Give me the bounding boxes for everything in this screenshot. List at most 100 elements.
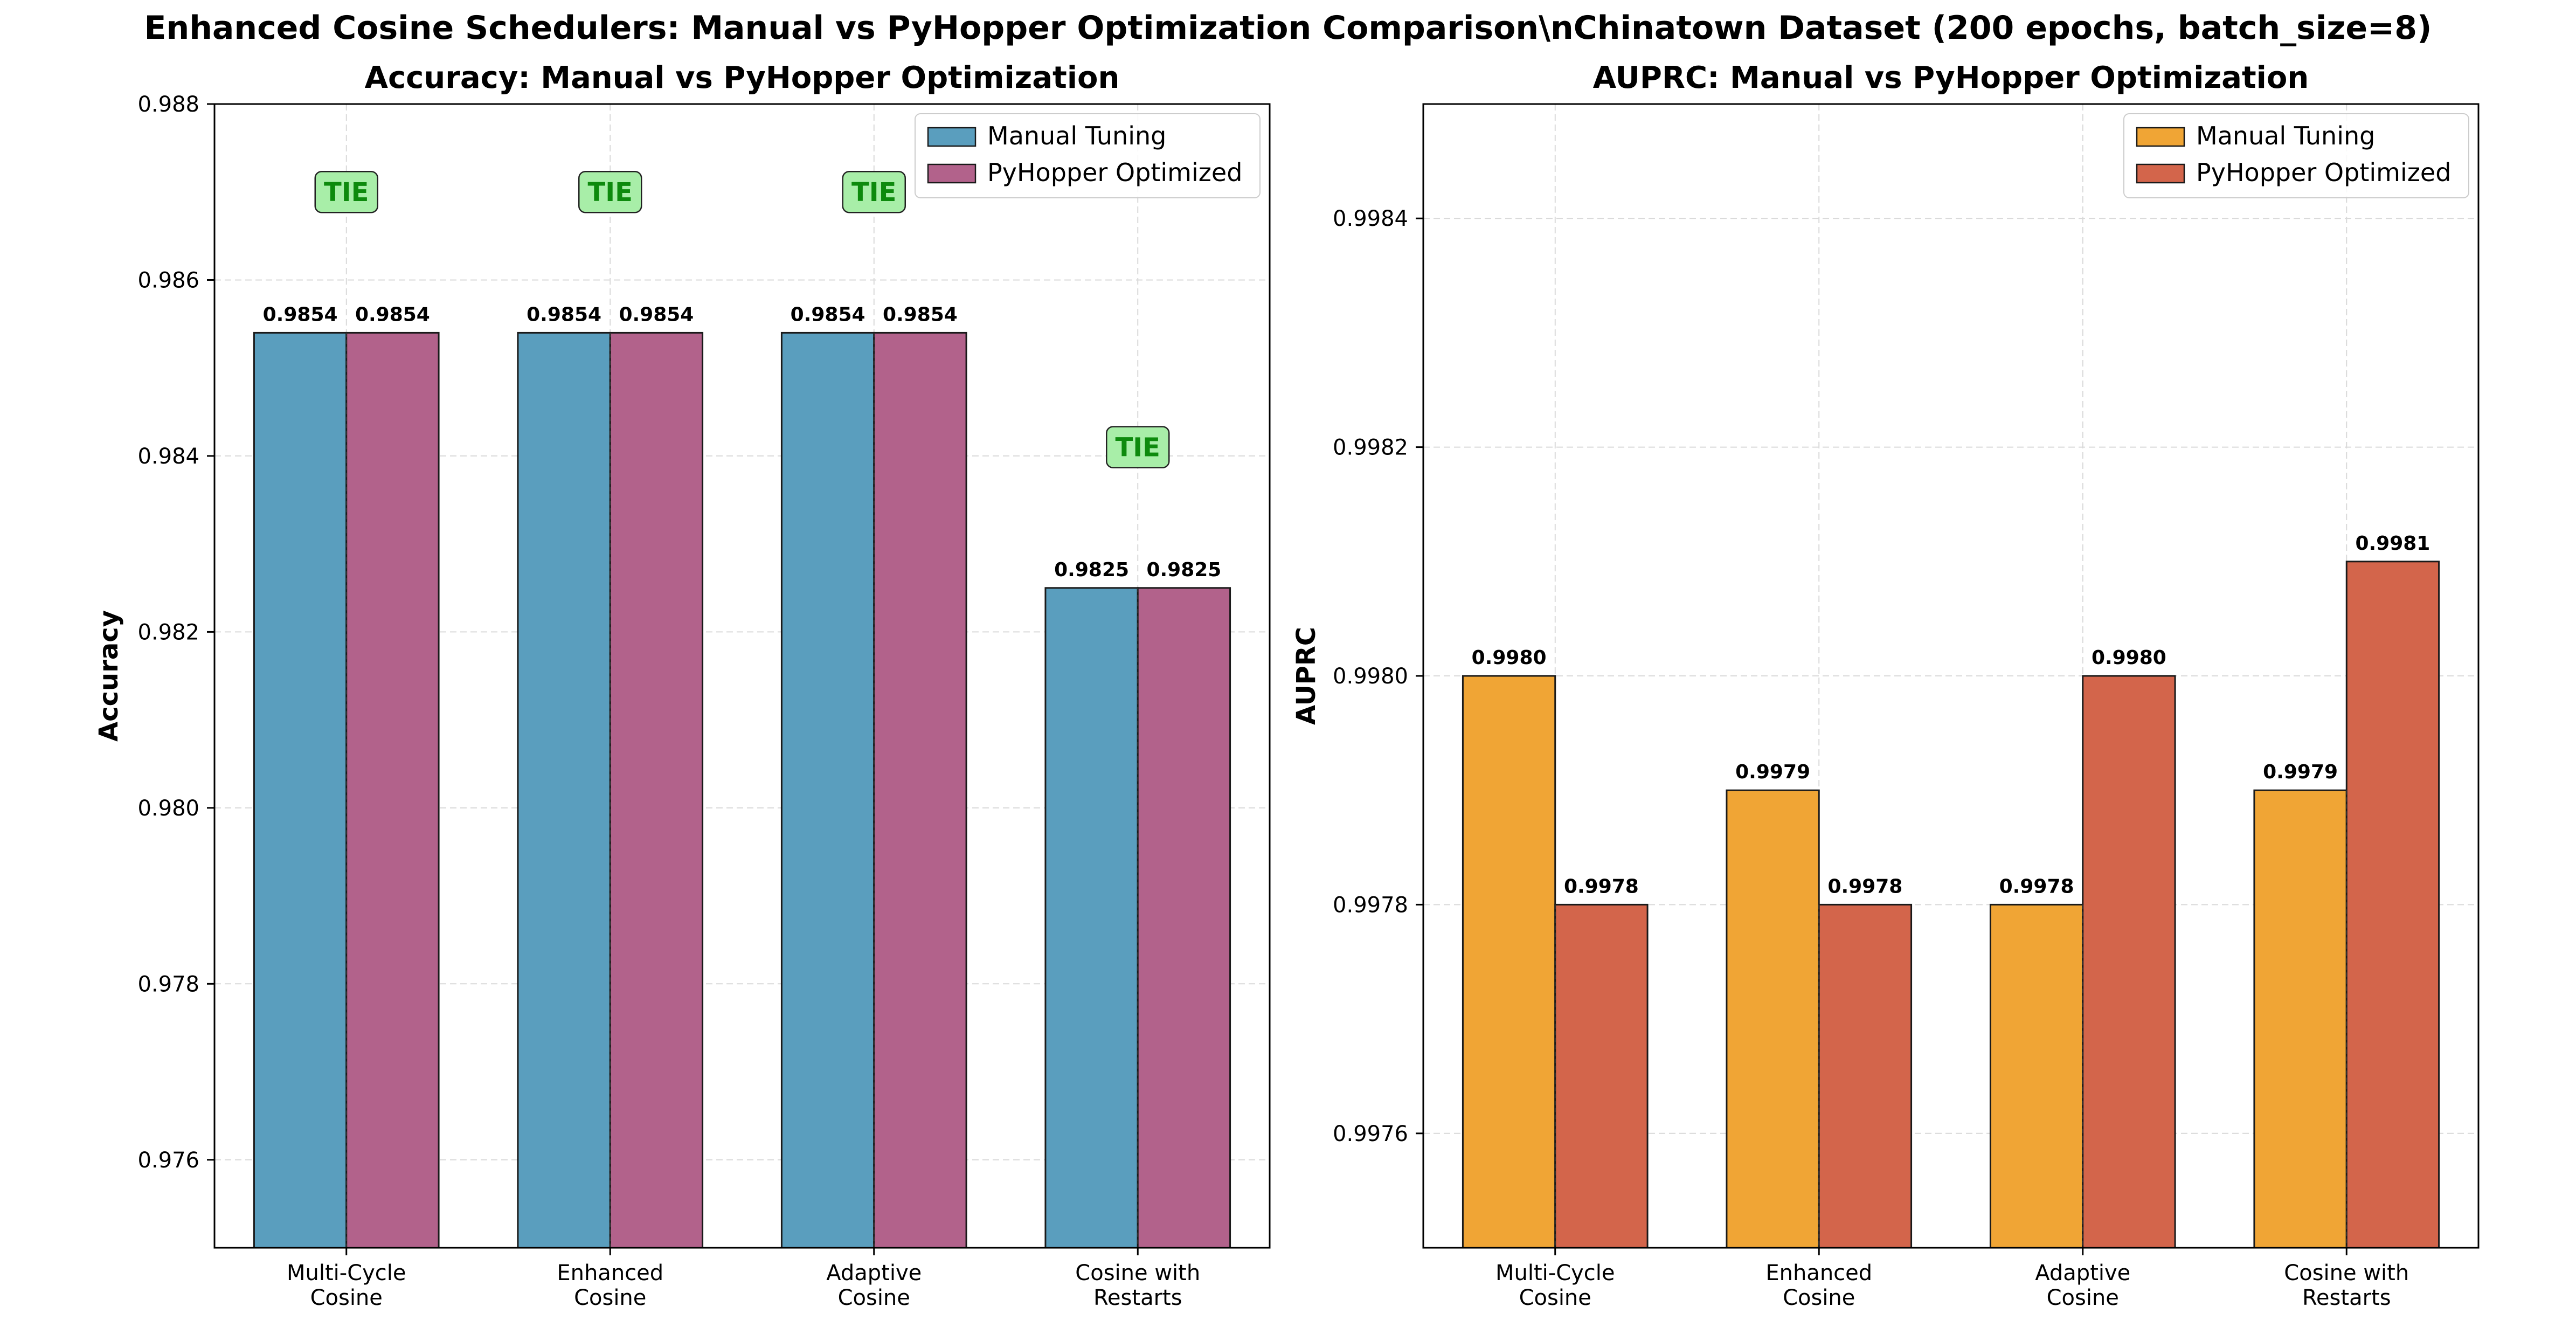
accuracy-tie-badge-label: TIE [1116,433,1160,463]
accuracy-bar-value-label: 0.9854 [355,303,430,326]
auprc-y-tick-label: 0.9984 [1333,206,1408,231]
auprc-chart: AUPRC: Manual vs PyHopper Optimization A… [1291,60,2480,1310]
auprc-x-tick-label: Restarts [2302,1285,2391,1310]
auprc-x-tick-label: Cosine [1783,1285,1855,1310]
accuracy-bar-value-label: 0.9825 [1146,559,1221,581]
auprc-bar-value-label: 0.9978 [1999,875,2074,897]
auprc-x-tick-label: Cosine [2047,1285,2119,1310]
auprc-bar-labels: 0.9980 0.9979 0.9978 0.9979 0.9978 0.9978 0.99… [1472,533,2430,898]
auprc-bar-pyhopper [1554,903,1649,1249]
auprc-legend-label: PyHopper Optimized [2196,158,2451,187]
auprc-bar-value-label: 0.9981 [2355,533,2430,555]
accuracy-bar-value-label: 0.9854 [527,303,601,326]
accuracy-x-tick-label: Cosine [310,1285,383,1310]
auprc-plot-frame [1422,103,2480,1249]
accuracy-x-tick-label: Cosine [574,1285,646,1310]
auprc-bar-value-label: 0.9978 [1827,875,1902,897]
accuracy-y-tick-label: 0.980 [137,796,199,821]
auprc-x-tick-label: Cosine with [2284,1261,2409,1285]
accuracy-y-tick-label: 0.978 [137,972,199,997]
auprc-bar-value-label: 0.9979 [1735,761,1810,783]
accuracy-bar-pyhopper [1137,587,1231,1249]
auprc-y-tick-label: 0.9976 [1333,1122,1408,1146]
accuracy-y-tick-label: 0.986 [137,268,199,293]
auprc-legend: Manual Tuning PyHopper Optimized [2123,113,2469,198]
accuracy-legend-box [915,113,1261,198]
figure-suptitle: Enhanced Cosine Schedulers: Manual vs Py… [144,9,2432,47]
accuracy-bar-value-label: 0.9825 [1054,559,1129,581]
accuracy-bar-manual [253,331,348,1249]
accuracy-legend-label: Manual Tuning [987,121,1166,150]
accuracy-y-tick-label: 0.982 [137,620,199,645]
accuracy-tie-badge-label: TIE [588,177,633,208]
accuracy-bar-pyhopper [873,331,967,1249]
auprc-y-tick-label: 0.9980 [1333,664,1408,689]
auprc-bar-manual [1726,789,1820,1249]
auprc-bar-manual [2253,789,2348,1249]
auprc-bar-value-label: 0.9979 [2263,761,2338,783]
accuracy-y-ticks: 0.976 0.978 0.980 0.982 0.984 0.986 0.988 [137,92,214,1173]
auprc-y-axis-label: AUPRC [1291,627,1321,725]
auprc-x-tick-label: Cosine [1519,1285,1591,1310]
accuracy-tie-badge [314,170,378,213]
accuracy-x-ticks: Multi-CycleCosineEnhancedCosineAdaptiveC… [287,1248,1200,1310]
accuracy-tie-badge-label: TIE [851,177,896,208]
auprc-bar-value-label: 0.9978 [1564,875,1639,897]
auprc-y-ticks: 0.9976 0.9978 0.9980 0.9982 0.9984 [1333,206,1423,1146]
accuracy-bar-labels: 0.9854 0.9854 0.9854 0.9825 0.9854 0.9854 0.98… [263,303,1222,580]
accuracy-chart-title: Accuracy: Manual vs PyHopper Optimizatio… [365,60,1120,95]
auprc-y-tick-label: 0.9982 [1333,436,1408,460]
accuracy-tie-badge [1106,426,1170,468]
accuracy-bar-pyhopper [609,331,704,1249]
accuracy-bar-manual [1044,587,1139,1249]
accuracy-bar-value-label: 0.9854 [883,303,958,326]
accuracy-tie-badge [578,170,642,213]
accuracy-x-tick-label: Cosine [838,1285,910,1310]
accuracy-y-tick-label: 0.976 [137,1148,199,1173]
accuracy-tie-badge-label: TIE [324,177,369,208]
accuracy-y-tick-label: 0.988 [137,92,199,117]
auprc-bar-pyhopper [2345,561,2440,1249]
auprc-bar-pyhopper [1818,903,1913,1249]
accuracy-x-tick-label: Cosine with [1075,1261,1200,1285]
accuracy-bar-value-label: 0.9854 [619,303,694,326]
auprc-x-tick-label: Enhanced [1765,1261,1872,1285]
accuracy-x-tick-label: Restarts [1093,1285,1182,1310]
accuracy-y-axis-label: Accuracy [94,610,124,742]
accuracy-y-tick-label: 0.984 [137,444,199,469]
accuracy-legend-swatch [927,163,977,184]
auprc-legend-swatch [2136,127,2185,147]
auprc-bar-manual [1989,903,2084,1249]
auprc-x-tick-label: Multi-Cycle [1495,1261,1615,1285]
accuracy-bar-manual [517,331,611,1249]
accuracy-bar-value-label: 0.9854 [263,303,338,326]
accuracy-x-tick-label: Enhanced [557,1261,663,1285]
accuracy-chart: Accuracy: Manual vs PyHopper Optimizatio… [94,60,1271,1310]
auprc-bar-value-label: 0.9980 [2092,647,2166,669]
auprc-x-ticks: Multi-CycleCosineEnhancedCosineAdaptiveC… [1495,1248,2409,1310]
auprc-bars [1462,561,2440,1249]
accuracy-bar-manual [780,331,875,1249]
accuracy-x-tick-label: Multi-Cycle [287,1261,406,1285]
auprc-legend-label: Manual Tuning [2196,121,2375,150]
auprc-y-tick-label: 0.9978 [1333,893,1408,917]
auprc-x-tick-label: Adaptive [2035,1261,2130,1285]
accuracy-legend: Manual Tuning PyHopper Optimized [915,113,1261,198]
accuracy-bar-value-label: 0.9854 [791,303,865,326]
auprc-legend-box [2123,113,2469,198]
accuracy-plot-frame [213,103,1271,1249]
accuracy-bars [253,331,1231,1249]
auprc-bar-value-label: 0.9980 [1472,647,1547,669]
auprc-chart-title: AUPRC: Manual vs PyHopper Optimization [1593,60,2309,95]
accuracy-legend-swatch [927,127,977,147]
accuracy-bar-pyhopper [345,331,440,1249]
accuracy-tie-badges: TIE TIE TIE TIE [314,170,1170,468]
accuracy-tie-badge [842,170,906,213]
auprc-bar-pyhopper [2082,675,2176,1249]
accuracy-x-tick-label: Adaptive [826,1261,922,1285]
accuracy-legend-label: PyHopper Optimized [987,158,1242,187]
auprc-legend-swatch [2136,163,2185,184]
auprc-bar-manual [1462,675,1556,1249]
